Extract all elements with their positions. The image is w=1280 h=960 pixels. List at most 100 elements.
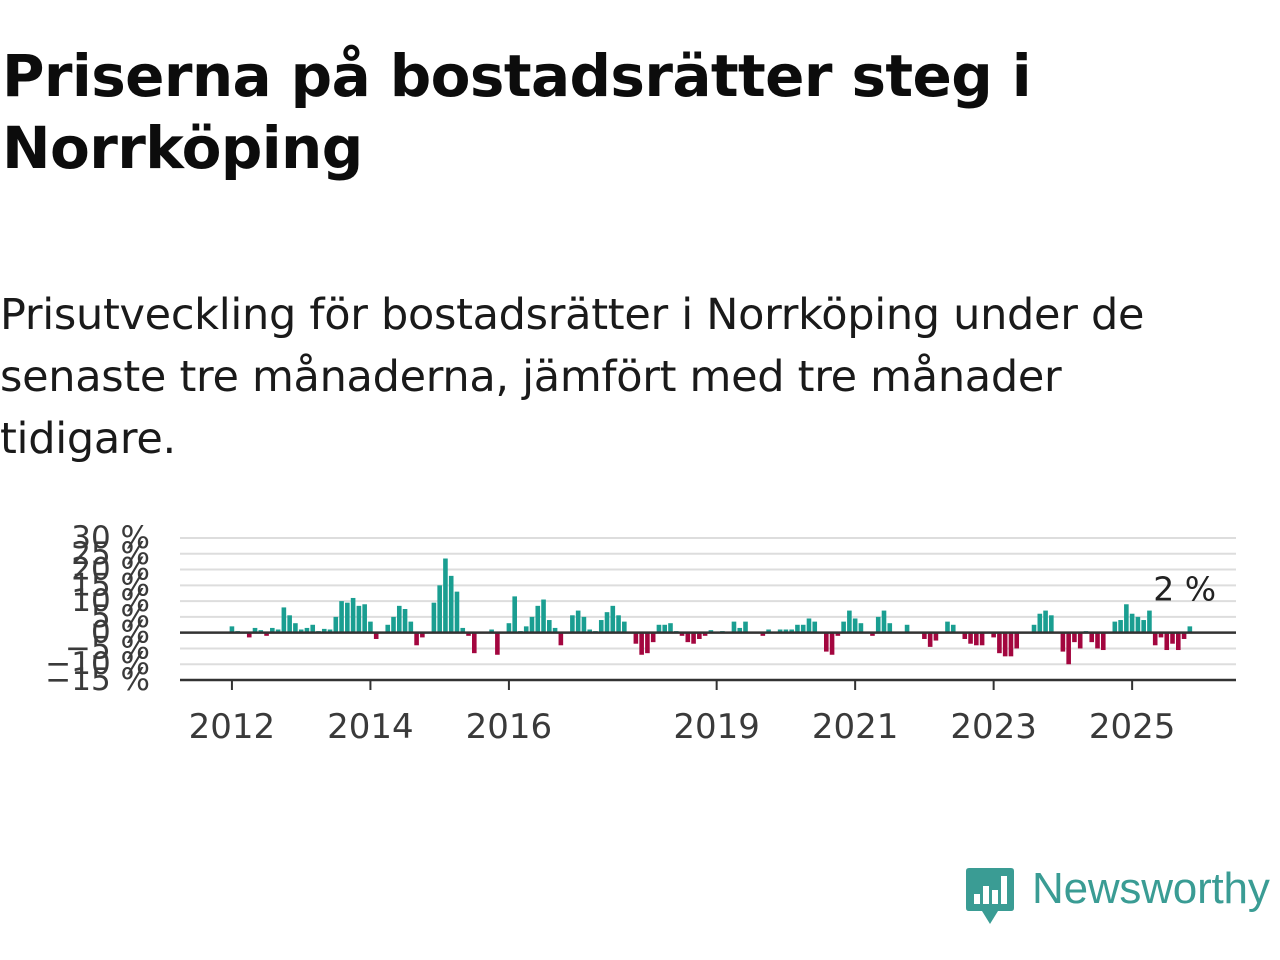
bar	[800, 624, 806, 633]
bar	[598, 620, 604, 633]
y-tick-label: 0 %	[91, 615, 150, 651]
bar	[1037, 613, 1043, 633]
bar	[535, 605, 541, 633]
bar	[835, 632, 841, 636]
bar	[979, 632, 985, 646]
bar	[310, 624, 316, 633]
bar	[298, 629, 304, 633]
bar	[385, 624, 391, 633]
bar	[991, 632, 996, 638]
bar	[1147, 610, 1152, 633]
bar	[402, 609, 408, 633]
bar	[1181, 632, 1187, 639]
bar	[581, 616, 587, 633]
bar	[945, 621, 950, 633]
bar	[443, 558, 448, 633]
bar	[962, 632, 968, 639]
bar	[258, 630, 264, 633]
bars	[229, 558, 1193, 665]
y-tick-label: 25 %	[71, 536, 150, 572]
bar	[547, 620, 552, 633]
bar	[570, 615, 575, 633]
bar	[691, 632, 696, 644]
bar	[806, 618, 812, 633]
bar	[1049, 615, 1054, 633]
bar	[246, 632, 252, 638]
bar	[1002, 632, 1008, 657]
bar	[1187, 626, 1193, 633]
bar	[1164, 632, 1170, 651]
bar	[1072, 632, 1077, 643]
bar	[460, 627, 466, 633]
bar	[639, 632, 644, 655]
bar	[275, 629, 281, 633]
bar	[373, 632, 379, 639]
bar	[1152, 632, 1158, 646]
bar	[656, 624, 662, 633]
bar	[841, 621, 846, 633]
last-value-annotation: 2 %	[1153, 569, 1216, 608]
bar	[552, 627, 558, 633]
bar	[662, 624, 668, 633]
bar	[396, 605, 402, 633]
bar	[679, 632, 685, 636]
bar	[408, 621, 414, 633]
x-tick-label: 2023	[950, 707, 1037, 747]
bar	[448, 575, 454, 633]
bar	[927, 632, 933, 647]
bar	[852, 618, 858, 633]
bar	[697, 632, 702, 639]
y-tick-label: 10 %	[71, 583, 150, 619]
bar	[575, 610, 581, 633]
newsworthy-brand: Newsworthy	[964, 864, 1276, 928]
bar	[777, 629, 783, 633]
bar	[1112, 621, 1118, 633]
bar	[950, 624, 956, 633]
bar	[997, 632, 1002, 654]
x-tick-label: 2016	[466, 707, 553, 747]
bar	[321, 628, 327, 633]
bar	[523, 626, 529, 633]
bar	[650, 632, 656, 643]
bar	[327, 629, 333, 633]
y-tick-label: −10 %	[45, 646, 150, 682]
bar	[1158, 632, 1164, 638]
bar	[333, 616, 339, 633]
gridlines	[180, 537, 1236, 666]
bar-chart: −15 %−10 %−5 %0 %5 %10 %15 %20 %25 %30 %…	[45, 520, 1236, 747]
bar	[264, 632, 269, 636]
y-tick-label: 15 %	[71, 567, 150, 603]
bar	[558, 632, 564, 646]
bar	[887, 623, 893, 633]
bar	[737, 627, 743, 633]
bar	[731, 621, 737, 633]
bar	[668, 623, 673, 633]
x-axis-tick-labels: 2012 2014 2016 2019 2021 2023 2025	[189, 707, 1176, 747]
bar	[431, 602, 437, 633]
bar	[587, 629, 592, 633]
bar	[1031, 624, 1037, 633]
bar	[437, 585, 442, 633]
bar	[1008, 632, 1014, 657]
bar	[858, 623, 864, 633]
bar	[293, 623, 298, 633]
bar	[1100, 632, 1106, 651]
bar	[1124, 604, 1129, 633]
bar	[783, 629, 789, 633]
bar	[1066, 632, 1071, 665]
bar	[933, 632, 939, 641]
bar	[1135, 616, 1141, 633]
x-tick-label: 2019	[673, 707, 760, 747]
bar	[904, 624, 910, 633]
bar	[974, 632, 979, 646]
bar	[702, 632, 708, 636]
bar	[229, 626, 235, 633]
bar	[391, 616, 396, 633]
bar	[824, 632, 829, 652]
x-tick-label: 2014	[327, 707, 414, 747]
bar	[604, 612, 610, 633]
bar	[506, 623, 512, 633]
y-tick-label: 5 %	[91, 599, 150, 635]
x-tick-label: 2012	[189, 707, 276, 747]
bar	[633, 632, 639, 644]
